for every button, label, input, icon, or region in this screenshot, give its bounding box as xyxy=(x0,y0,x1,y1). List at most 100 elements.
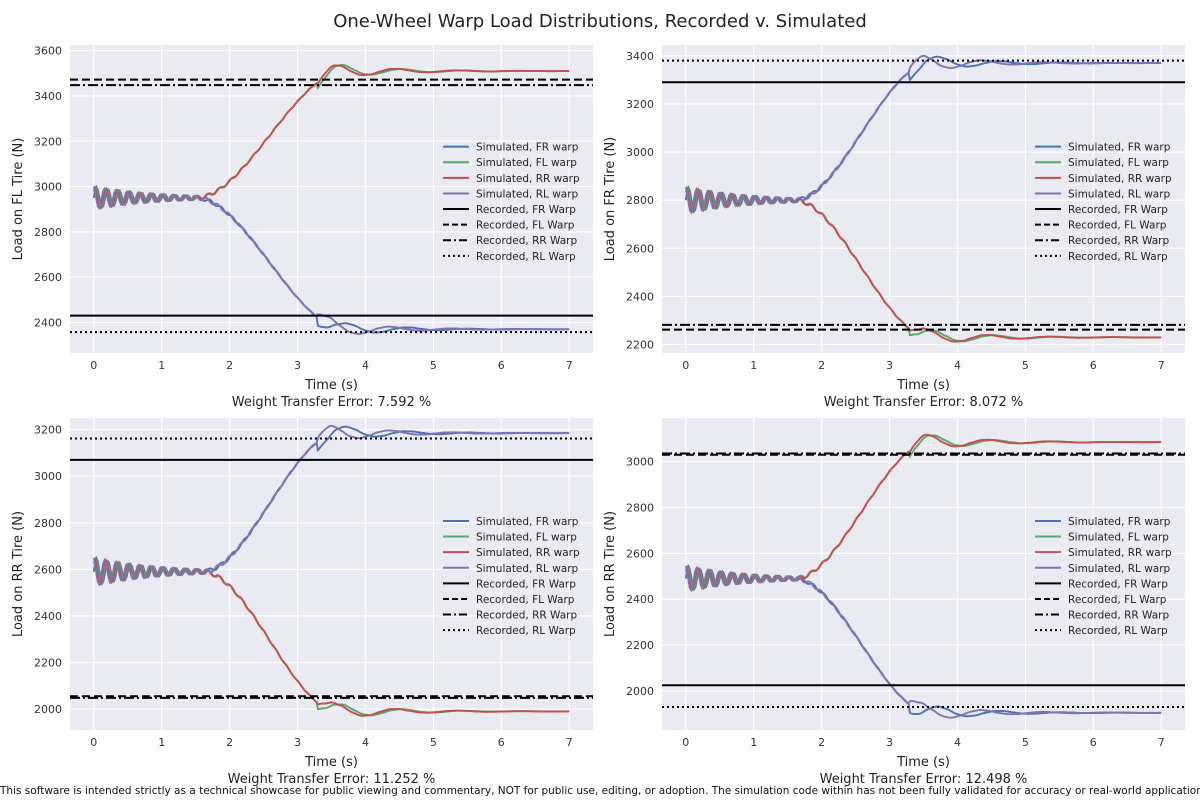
x-tick-label: 2 xyxy=(226,736,233,749)
legend-label: Simulated, RL warp xyxy=(476,563,579,575)
x-axis-label: Time (s) xyxy=(896,755,950,770)
y-tick-label: 2000 xyxy=(34,703,62,716)
disclaimer-text: This software is intended strictly as a … xyxy=(0,785,1200,797)
x-tick-label: 3 xyxy=(294,736,301,749)
x-tick-label: 5 xyxy=(1022,736,1029,749)
y-tick-label: 3000 xyxy=(34,470,62,483)
x-tick-label: 7 xyxy=(566,359,573,372)
x-tick-label: 1 xyxy=(750,359,757,372)
series-line-rl-simulated xyxy=(684,54,1162,215)
subplot-3: 0 1 2 3 4 5 6 7 2000 2200 2400 2600 2800 3000 3200 Simu… xyxy=(11,418,593,787)
x-tick-label: 0 xyxy=(682,359,689,372)
y-tick-label: 2800 xyxy=(626,194,654,207)
error-annotation: Weight Transfer Error: 11.252 % xyxy=(228,772,436,787)
legend-label: Recorded, RL Warp xyxy=(1068,625,1168,637)
y-tick-label: 3000 xyxy=(34,181,62,194)
x-axis-label: Time (s) xyxy=(304,755,358,770)
x-tick-label: 5 xyxy=(1022,359,1029,372)
y-tick-label: 2200 xyxy=(626,639,654,652)
legend-label: Recorded, RL Warp xyxy=(476,251,576,263)
y-tick-label: 3200 xyxy=(34,424,62,437)
legend: Simulated, FR warp Simulated, FL warp Simu… xyxy=(1035,142,1172,263)
legend-label: Recorded, RR Warp xyxy=(476,235,577,247)
x-tick-label: 4 xyxy=(954,359,961,372)
legend: Simulated, FR warp Simulated, FL warp Simu… xyxy=(443,516,580,637)
legend-label: Recorded, FL Warp xyxy=(1068,220,1167,232)
legend-label: Simulated, FR warp xyxy=(476,142,579,154)
legend: Simulated, FR warp Simulated, FL warp Simu… xyxy=(1035,516,1172,637)
y-axis-label: Load on FR Tire (N) xyxy=(603,137,618,262)
y-tick-label: 3600 xyxy=(34,45,62,58)
legend-label: Simulated, FR warp xyxy=(1068,142,1171,154)
x-tick-label: 0 xyxy=(90,359,97,372)
series-group xyxy=(662,433,1185,719)
legend-label: Simulated, FR warp xyxy=(1068,516,1171,528)
legend-label: Simulated, RL warp xyxy=(1068,563,1171,575)
y-tick-label: 2600 xyxy=(34,271,62,284)
subplot-1: 0 1 2 3 4 5 6 7 2400 2600 2800 3000 3200 3400 3600 Simu… xyxy=(11,45,593,410)
x-tick-label: 3 xyxy=(294,359,301,372)
y-tick-label: 2600 xyxy=(626,242,654,255)
x-tick-label: 2 xyxy=(818,359,825,372)
x-tick-label: 3 xyxy=(886,736,893,749)
x-tick-label: 6 xyxy=(1090,736,1097,749)
y-tick-label: 3200 xyxy=(34,135,62,148)
legend-label: Recorded, RL Warp xyxy=(1068,251,1168,263)
y-tick-label: 3200 xyxy=(626,98,654,111)
subplot-4: 0 1 2 3 4 5 6 7 2000 2200 2400 2600 2800 3000 Simulate… xyxy=(603,418,1185,787)
y-tick-label: 3400 xyxy=(34,90,62,103)
x-tick-label: 0 xyxy=(90,736,97,749)
figure-title: One-Wheel Warp Load Distributions, Recor… xyxy=(333,11,867,32)
error-annotation: Weight Transfer Error: 8.072 % xyxy=(824,395,1024,410)
y-tick-label: 2400 xyxy=(626,593,654,606)
x-tick-label: 1 xyxy=(158,359,165,372)
x-tick-label: 7 xyxy=(566,736,573,749)
y-tick-label: 3000 xyxy=(626,456,654,469)
legend-label: Simulated, FL warp xyxy=(1068,157,1169,169)
subplot-2: 0 1 2 3 4 5 6 7 2200 2400 2600 2800 3000 3200 3400 Simu… xyxy=(603,45,1185,410)
error-annotation: Weight Transfer Error: 7.592 % xyxy=(232,395,432,410)
y-tick-label: 2200 xyxy=(626,339,654,352)
legend-label: Simulated, RR warp xyxy=(476,173,580,185)
y-tick-label: 2400 xyxy=(626,290,654,303)
y-axis-label: Load on RR Tire (N) xyxy=(603,511,618,637)
legend-label: Simulated, FR warp xyxy=(476,516,579,528)
legend-label: Simulated, FL warp xyxy=(476,532,577,544)
legend-label: Simulated, RR warp xyxy=(1068,173,1172,185)
legend-label: Recorded, FL Warp xyxy=(476,594,575,606)
x-tick-label: 4 xyxy=(362,359,369,372)
legend-label: Recorded, RL Warp xyxy=(476,625,576,637)
legend-label: Recorded, FR Warp xyxy=(476,578,576,590)
legend-label: Recorded, FL Warp xyxy=(1068,594,1167,606)
series-group xyxy=(70,424,593,717)
x-tick-label: 4 xyxy=(954,736,961,749)
series-line-rl-simulated xyxy=(684,565,1162,719)
y-axis-label: Load on RR Tire (N) xyxy=(11,511,26,637)
x-tick-label: 4 xyxy=(362,736,369,749)
y-tick-label: 2400 xyxy=(34,610,62,623)
legend-label: Simulated, FL warp xyxy=(476,157,577,169)
series-line-rl-simulated xyxy=(92,424,570,587)
legend-label: Simulated, RL warp xyxy=(476,188,579,200)
legend-label: Recorded, RR Warp xyxy=(476,610,577,622)
y-axis-label: Load on FL Tire (N) xyxy=(11,138,26,261)
y-tick-label: 2800 xyxy=(34,226,62,239)
legend-label: Simulated, RR warp xyxy=(476,547,580,559)
legend-label: Simulated, RL warp xyxy=(1068,188,1171,200)
x-tick-label: 5 xyxy=(430,736,437,749)
x-tick-label: 3 xyxy=(886,359,893,372)
y-tick-label: 2800 xyxy=(34,517,62,530)
legend-label: Recorded, RR Warp xyxy=(1068,610,1169,622)
legend-label: Recorded, RR Warp xyxy=(1068,235,1169,247)
x-tick-label: 6 xyxy=(1090,359,1097,372)
error-annotation: Weight Transfer Error: 12.498 % xyxy=(820,772,1028,787)
legend-label: Simulated, FL warp xyxy=(1068,532,1169,544)
x-tick-label: 1 xyxy=(158,736,165,749)
legend: Simulated, FR warp Simulated, FL warp Simu… xyxy=(443,142,580,263)
y-tick-label: 2400 xyxy=(34,316,62,329)
x-tick-label: 2 xyxy=(818,736,825,749)
x-tick-label: 2 xyxy=(226,359,233,372)
x-axis-label: Time (s) xyxy=(304,378,358,393)
x-axis-label: Time (s) xyxy=(896,378,950,393)
